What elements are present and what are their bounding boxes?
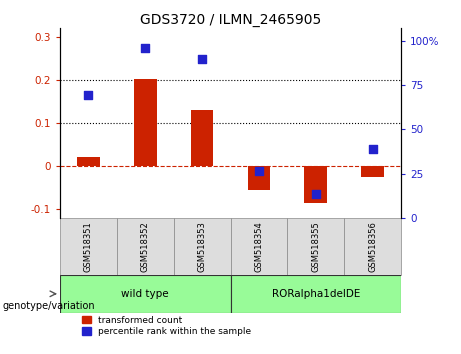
FancyBboxPatch shape <box>230 218 287 275</box>
Text: GSM518354: GSM518354 <box>254 221 263 272</box>
Point <box>85 92 92 98</box>
Text: wild type: wild type <box>121 289 169 299</box>
Text: GSM518356: GSM518356 <box>368 221 377 272</box>
Point <box>369 146 376 152</box>
Bar <box>77 157 100 166</box>
Text: RORalpha1delDE: RORalpha1delDE <box>272 289 360 299</box>
Point <box>255 168 263 173</box>
Bar <box>191 110 213 166</box>
FancyBboxPatch shape <box>60 218 117 275</box>
Title: GDS3720 / ILMN_2465905: GDS3720 / ILMN_2465905 <box>140 13 321 27</box>
Point <box>198 57 206 62</box>
FancyBboxPatch shape <box>287 218 344 275</box>
Text: GSM518355: GSM518355 <box>311 221 320 272</box>
Text: genotype/variation: genotype/variation <box>2 301 95 311</box>
FancyBboxPatch shape <box>174 218 230 275</box>
FancyBboxPatch shape <box>344 218 401 275</box>
Bar <box>134 79 157 166</box>
Text: GSM518353: GSM518353 <box>198 221 207 272</box>
FancyBboxPatch shape <box>60 275 230 313</box>
Text: GSM518351: GSM518351 <box>84 221 93 272</box>
Point <box>312 192 319 197</box>
Bar <box>361 166 384 177</box>
FancyBboxPatch shape <box>117 218 174 275</box>
Bar <box>248 166 270 190</box>
Legend: transformed count, percentile rank within the sample: transformed count, percentile rank withi… <box>82 316 251 336</box>
Point <box>142 45 149 51</box>
FancyBboxPatch shape <box>230 275 401 313</box>
Text: GSM518352: GSM518352 <box>141 221 150 272</box>
Bar <box>304 166 327 203</box>
